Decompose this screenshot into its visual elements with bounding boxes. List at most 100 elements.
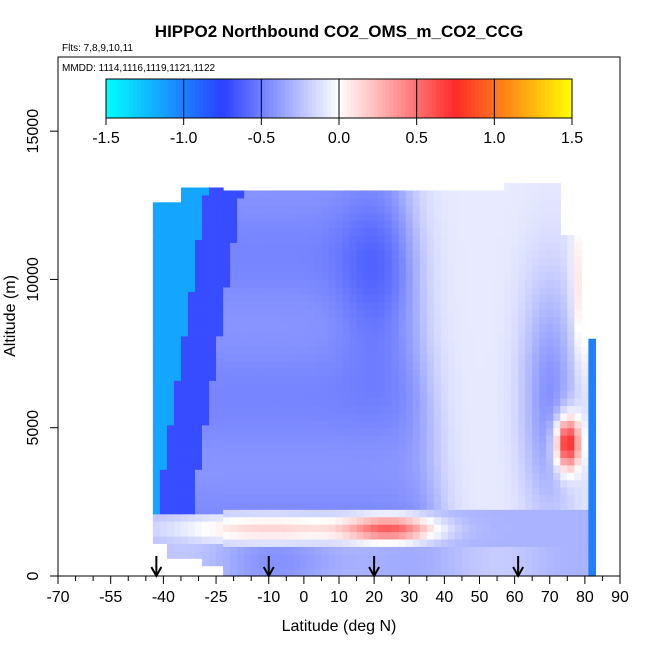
- heat-cell: [553, 190, 561, 199]
- heat-cell: [286, 368, 294, 377]
- heat-cell: [265, 405, 273, 414]
- heat-cell: [419, 301, 428, 310]
- heat-cell: [525, 383, 533, 392]
- heat-cell: [237, 494, 245, 503]
- heat-cell: [342, 449, 351, 458]
- heat-cell: [532, 368, 540, 377]
- heat-cell: [180, 365, 189, 374]
- heat-cell: [468, 360, 477, 369]
- heat-cell: [574, 316, 582, 325]
- heat-cell: [300, 390, 308, 399]
- heat-cell: [321, 494, 330, 503]
- heat-cell: [356, 435, 365, 444]
- heat-cell: [300, 427, 308, 436]
- heat-cell: [230, 353, 238, 362]
- heat-cell: [300, 346, 308, 355]
- heat-cell: [307, 546, 316, 555]
- heat-cell: [447, 568, 456, 577]
- heat-cell: [504, 220, 512, 229]
- heat-cell: [511, 338, 519, 347]
- heat-cell: [194, 424, 203, 433]
- heat-cell: [166, 231, 175, 240]
- heat-cell: [363, 561, 372, 570]
- heat-cell: [497, 479, 505, 488]
- heat-cell: [398, 234, 407, 243]
- heat-cell: [216, 276, 224, 285]
- heat-cell: [363, 479, 372, 488]
- heat-cell: [166, 439, 175, 448]
- heat-cell: [314, 568, 323, 577]
- heat-cell: [497, 464, 505, 473]
- heat-cell: [447, 316, 456, 325]
- heat-cell: [518, 524, 526, 533]
- heat-cell: [300, 286, 308, 295]
- heat-cell: [279, 553, 287, 562]
- heat-cell: [258, 479, 266, 488]
- heat-cell: [307, 249, 316, 258]
- colorbar-segment: [389, 79, 394, 118]
- heat-cell: [293, 279, 301, 288]
- heat-cell: [187, 298, 196, 307]
- heat-cell: [293, 197, 301, 206]
- heat-cell: [307, 272, 316, 281]
- heat-cell: [321, 472, 330, 481]
- heat-cell: [356, 190, 365, 199]
- heat-cell: [279, 390, 287, 399]
- heat-cell: [391, 272, 400, 281]
- heat-cell: [216, 372, 224, 381]
- heat-cell: [426, 457, 435, 466]
- heat-cell: [356, 472, 365, 481]
- heat-cell: [237, 487, 245, 496]
- heat-cell: [433, 561, 442, 570]
- heat-cell: [244, 234, 252, 243]
- heat-cell: [574, 509, 582, 518]
- heat-cell: [497, 190, 505, 199]
- heat-cell: [518, 264, 526, 273]
- heat-cell: [412, 398, 421, 407]
- heat-cell: [412, 375, 421, 384]
- heat-cell: [293, 190, 301, 199]
- heat-cell: [518, 435, 526, 444]
- heat-cell: [349, 227, 358, 236]
- heat-cell: [370, 383, 379, 392]
- x-tick-label: 70: [541, 589, 559, 606]
- colorbar-segment: [377, 79, 383, 118]
- heat-cell: [370, 531, 379, 540]
- heat-cell: [560, 472, 568, 481]
- heat-cell: [187, 231, 196, 240]
- heat-cell: [209, 432, 217, 441]
- heat-cell: [152, 409, 161, 418]
- heat-cell: [370, 234, 379, 243]
- heat-cell: [152, 432, 161, 441]
- heat-cell: [384, 257, 393, 266]
- heat-cell: [546, 427, 554, 436]
- heat-cell: [560, 309, 568, 318]
- colorbar-tick-label: 1.5: [561, 130, 583, 147]
- heat-cell: [265, 323, 273, 332]
- heat-cell: [518, 538, 526, 547]
- heat-cell: [363, 264, 372, 273]
- heat-cell: [384, 487, 393, 496]
- heat-cell: [363, 353, 372, 362]
- heat-cell: [546, 501, 554, 510]
- heat-cell: [461, 538, 470, 547]
- x-tick-label: 0: [299, 589, 308, 606]
- heat-cell: [328, 316, 337, 325]
- heat-cell: [539, 479, 547, 488]
- colorbar-segment: [206, 79, 212, 118]
- heat-cell: [223, 390, 231, 399]
- colorbar-segment: [152, 79, 157, 118]
- heat-cell: [440, 531, 449, 540]
- heat-cell: [293, 449, 301, 458]
- heat-cell: [454, 398, 463, 407]
- heat-cell: [433, 553, 442, 562]
- heat-cell: [370, 249, 379, 258]
- heat-cell: [419, 494, 428, 503]
- heat-cell: [370, 316, 379, 325]
- heat-cell: [475, 212, 484, 221]
- heat-cell: [202, 187, 210, 196]
- heat-cell: [265, 398, 273, 407]
- heat-cell: [398, 338, 407, 347]
- heat-cell: [454, 279, 463, 288]
- heat-cell: [335, 383, 344, 392]
